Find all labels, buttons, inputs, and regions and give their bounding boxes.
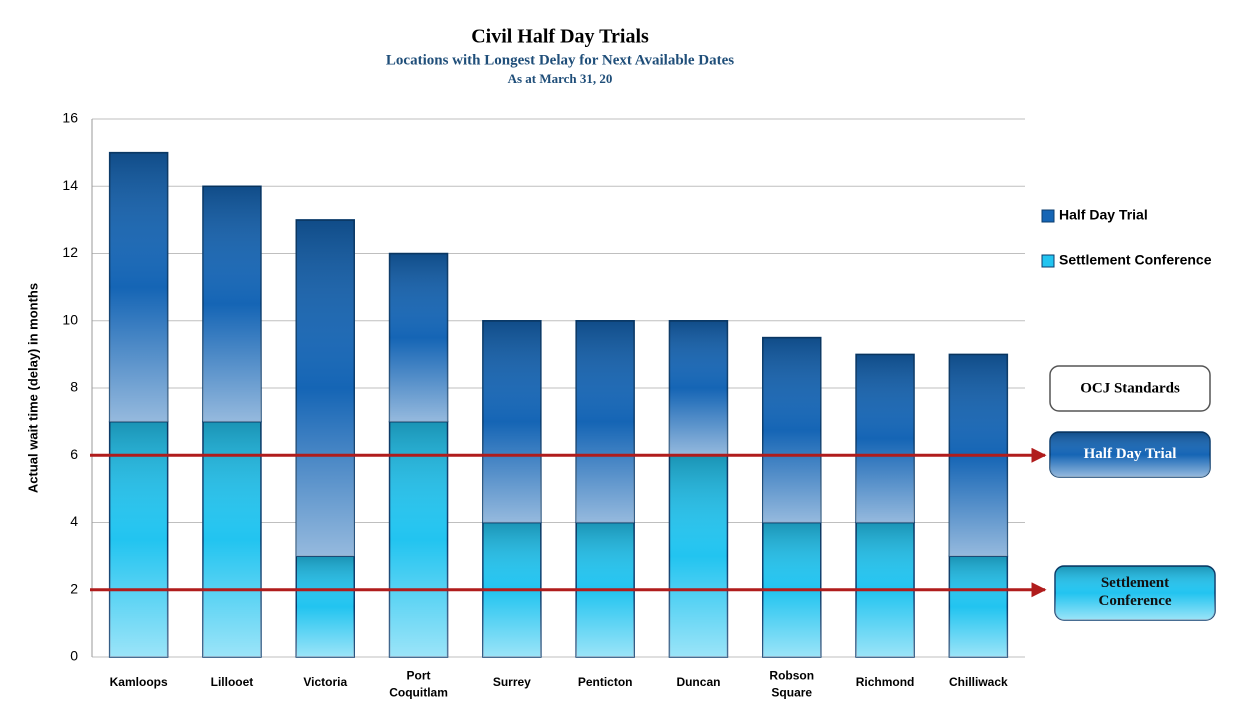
bar-shine: [856, 354, 915, 523]
bar-shine: [669, 455, 728, 657]
bar-shine: [296, 556, 355, 657]
bar-shine: [296, 219, 355, 557]
x-tick-label: Chilliwack: [949, 675, 1008, 689]
bar-shine: [389, 421, 448, 657]
legend-swatch: [1041, 254, 1055, 268]
x-tick-label: Robson Square: [769, 669, 814, 700]
x-tick-label: Lillooet: [211, 675, 254, 689]
x-tick-label: Surrey: [493, 675, 531, 689]
y-axis-label: Actual wait time (delay) in months: [25, 283, 40, 493]
reference-box-shine: [1055, 566, 1215, 620]
y-tick-label: 4: [70, 513, 78, 529]
reference-label: Half Day Trial: [1084, 446, 1177, 462]
legend-label: Half Day Trial: [1059, 207, 1148, 223]
x-tick-label: Port Coquitlam: [389, 669, 448, 700]
y-tick-label: 14: [62, 177, 78, 193]
x-tick-label: Richmond: [856, 675, 915, 689]
x-tick-label: Victoria: [303, 675, 347, 689]
legend-label: Settlement Conference: [1059, 252, 1212, 268]
bar-shine: [762, 337, 821, 523]
bar-shine: [482, 320, 541, 523]
chart-title: Civil Half Day Trials: [471, 26, 649, 48]
x-tick-label: Penticton: [578, 675, 633, 689]
bar-shine: [202, 421, 261, 657]
legend-swatch: [1041, 209, 1055, 223]
reference-title: OCJ Standards: [1080, 380, 1180, 396]
reference-label: Settlement Conference: [1098, 575, 1171, 609]
y-tick-label: 2: [70, 580, 78, 596]
bar-shine: [576, 320, 635, 523]
bar-shine: [202, 186, 261, 422]
reference-title-box: [1049, 365, 1211, 412]
chart-subtitle: As at March 31, 20: [508, 71, 613, 86]
y-tick-label: 6: [70, 446, 78, 462]
x-tick-label: Duncan: [676, 675, 720, 689]
bar-shine: [389, 253, 448, 422]
bar-shine: [669, 320, 728, 456]
y-tick-label: 12: [62, 244, 78, 260]
chart-subtitle: Locations with Longest Delay for Next Av…: [386, 52, 734, 68]
y-tick-label: 16: [62, 110, 78, 126]
y-tick-label: 0: [70, 648, 78, 664]
bar-shine: [949, 556, 1008, 657]
y-tick-label: 10: [62, 311, 78, 327]
y-tick-label: 8: [70, 379, 78, 395]
bar-shine: [109, 152, 168, 422]
bar-shine: [109, 421, 168, 657]
x-tick-label: Kamloops: [110, 675, 168, 689]
reference-box-shine: [1050, 432, 1210, 477]
